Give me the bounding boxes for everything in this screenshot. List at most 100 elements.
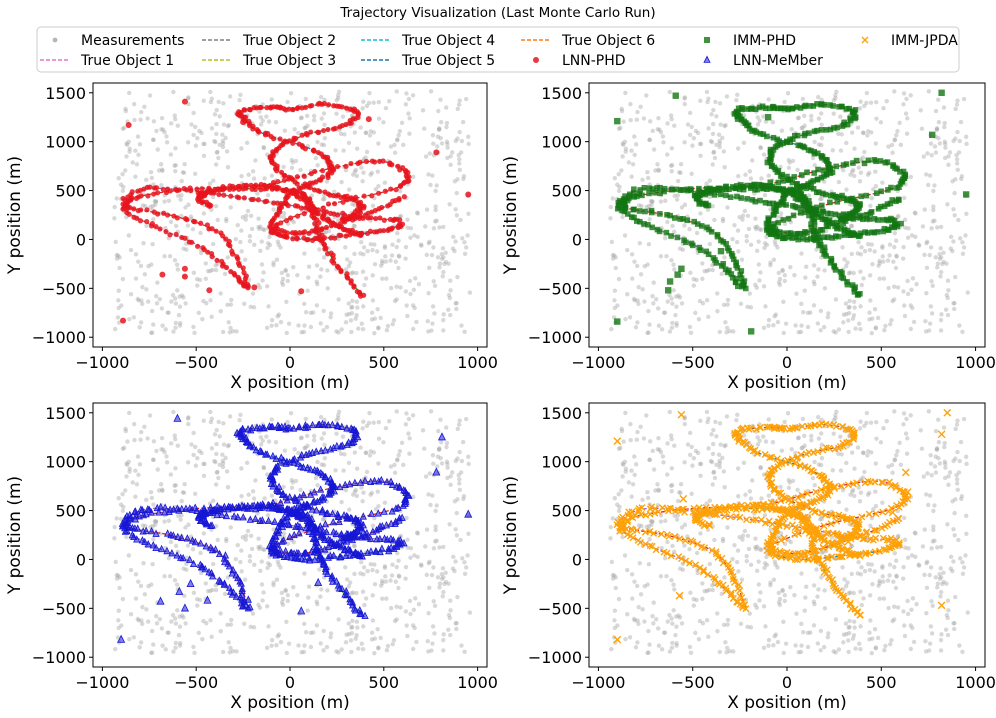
estimate-point (645, 221, 651, 228)
measurement-point (154, 128, 159, 134)
measurement-point (385, 643, 391, 649)
measurement-point (762, 241, 768, 246)
measurement-point (635, 109, 640, 115)
measurement-point (175, 288, 180, 293)
measurement-point (811, 263, 817, 268)
estimate-point (137, 218, 144, 224)
measurement-point (706, 267, 712, 273)
estimate-point (319, 168, 326, 174)
measurement-point (218, 291, 223, 296)
measurement-point (414, 530, 420, 535)
measurement-point (408, 235, 413, 240)
false-estimate-point (962, 191, 970, 198)
measurement-point (299, 330, 304, 335)
measurement-point (261, 270, 266, 275)
measurement-point (233, 236, 239, 242)
measurement-point (956, 217, 961, 223)
measurement-point (314, 303, 320, 308)
measurement-point (754, 248, 760, 254)
estimate-point (234, 254, 240, 260)
measurement-point (361, 99, 366, 104)
y-axis-label: Y position (m) (5, 156, 25, 275)
measurement-point (392, 470, 398, 475)
measurement-point (375, 489, 381, 494)
measurement-point (403, 609, 409, 614)
measurement-point (197, 277, 203, 283)
measurement-point (176, 193, 181, 199)
estimate-point (627, 191, 633, 198)
estimate-point (821, 102, 828, 108)
measurement-point (412, 625, 417, 631)
measurement-point (432, 631, 437, 636)
false-estimate-point (674, 271, 681, 278)
measurement-point (645, 262, 650, 267)
measurement-point (441, 224, 446, 230)
measurement-point (248, 304, 253, 310)
measurement-point (397, 188, 403, 194)
measurement-point (388, 605, 394, 611)
measurement-point (850, 316, 856, 321)
measurement-point (742, 208, 748, 214)
measurement-point (436, 447, 442, 452)
measurement-point (848, 223, 854, 229)
measurement-point (298, 435, 304, 441)
measurement-point (698, 98, 703, 103)
estimate-point (325, 126, 331, 133)
measurement-point (429, 328, 434, 333)
measurement-point (131, 635, 137, 640)
measurement-point (404, 303, 409, 308)
measurement-point (905, 235, 911, 240)
measurement-point (172, 163, 177, 168)
estimate-point (135, 208, 141, 214)
measurement-point (140, 203, 146, 208)
measurement-point (166, 555, 171, 561)
estimate-point (764, 133, 770, 140)
measurement-point (457, 157, 462, 162)
measurement-point (849, 223, 855, 229)
measurement-point (704, 181, 709, 186)
measurement-point (355, 305, 360, 310)
measurement-point (841, 312, 847, 317)
measurement-point (358, 125, 363, 130)
measurement-point (306, 275, 311, 280)
legend-item: True Object 2 (202, 33, 336, 49)
measurement-point (368, 492, 373, 497)
measurement-point (743, 172, 748, 177)
estimate-point (129, 189, 135, 195)
estimate-point (827, 102, 833, 108)
measurement-point (441, 544, 446, 550)
measurement-point (895, 285, 901, 290)
measurement-point (655, 162, 660, 167)
estimate-point (131, 214, 137, 220)
measurement-point (849, 130, 855, 135)
measurement-point (127, 149, 132, 154)
measurement-point (653, 297, 659, 302)
measurement-point (831, 329, 836, 334)
measurement-point (302, 643, 307, 648)
measurement-point (284, 619, 289, 625)
measurement-point (906, 226, 911, 231)
measurement-point (204, 301, 209, 306)
measurement-point (777, 282, 783, 288)
measurement-point (833, 330, 838, 335)
measurement-point (909, 233, 915, 238)
y-tick-label: 0 (572, 230, 582, 249)
estimate-point (673, 186, 680, 193)
y-tick-label: −500 (538, 279, 582, 298)
measurement-point (864, 100, 869, 106)
measurement-point (650, 293, 655, 299)
measurement-point (392, 462, 397, 468)
measurement-point (214, 150, 220, 155)
estimate-point (794, 181, 800, 188)
measurement-point (213, 587, 219, 593)
measurement-point (245, 208, 251, 214)
measurement-point (843, 301, 849, 306)
measurement-point (292, 127, 297, 132)
measurement-point (859, 282, 864, 288)
estimate-point (375, 190, 382, 196)
x-tick-label: 500 (866, 353, 897, 372)
measurement-point (395, 551, 400, 556)
axes-frame (588, 82, 986, 348)
measurement-point (610, 252, 616, 258)
measurement-point (740, 213, 746, 218)
